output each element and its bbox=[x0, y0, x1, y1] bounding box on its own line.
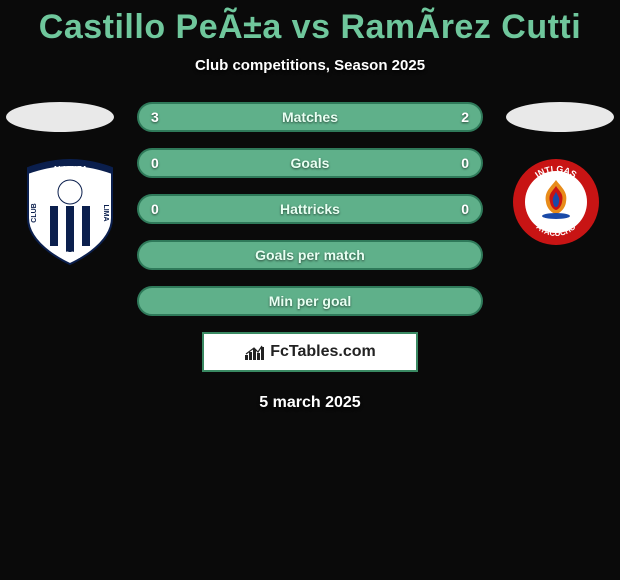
stat-right-value: 0 bbox=[461, 155, 469, 171]
stat-label: Min per goal bbox=[269, 293, 351, 309]
svg-text:CLUB: CLUB bbox=[31, 203, 38, 222]
subtitle: Club competitions, Season 2025 bbox=[0, 57, 620, 74]
svg-text:1901: 1901 bbox=[60, 250, 80, 260]
stat-label: Goals per match bbox=[255, 247, 365, 263]
intigas-badge-icon: INTI GAS AYACUCHO bbox=[512, 158, 600, 246]
bars-icon bbox=[244, 343, 266, 361]
stat-right-value: 0 bbox=[461, 201, 469, 217]
brand-text: FcTables.com bbox=[270, 343, 376, 361]
stat-bars: 3 Matches 2 0 Goals 0 0 Hattricks 0 Goal… bbox=[137, 102, 483, 316]
stat-bar-goals-per-match: Goals per match bbox=[137, 240, 483, 270]
page-title: Castillo PeÃ±a vs RamÃ­rez Cutti bbox=[0, 0, 620, 47]
stat-left-value: 3 bbox=[151, 109, 159, 125]
svg-text:ALIANZA: ALIANZA bbox=[52, 165, 87, 174]
stat-right-value: 2 bbox=[461, 109, 469, 125]
alianza-shield-icon: ALIANZA CLUB LIMA 1901 bbox=[20, 158, 120, 266]
date-text: 5 march 2025 bbox=[0, 394, 620, 412]
stat-label: Hattricks bbox=[280, 201, 340, 217]
stat-left-value: 0 bbox=[151, 201, 159, 217]
comparison-panel: ALIANZA CLUB LIMA 1901 INTI GAS AYACUCHO… bbox=[0, 102, 620, 412]
right-player-ellipse bbox=[506, 102, 614, 132]
right-team-badge: INTI GAS AYACUCHO bbox=[512, 158, 600, 246]
stat-bar-goals: 0 Goals 0 bbox=[137, 148, 483, 178]
stat-bar-hattricks: 0 Hattricks 0 bbox=[137, 194, 483, 224]
stat-bar-min-per-goal: Min per goal bbox=[137, 286, 483, 316]
brand-box[interactable]: FcTables.com bbox=[202, 332, 418, 372]
stat-left-value: 0 bbox=[151, 155, 159, 171]
stat-label: Goals bbox=[291, 155, 330, 171]
left-player-ellipse bbox=[6, 102, 114, 132]
svg-text:LIMA: LIMA bbox=[102, 204, 109, 221]
stat-bar-matches: 3 Matches 2 bbox=[137, 102, 483, 132]
stat-label: Matches bbox=[282, 109, 338, 125]
left-team-badge: ALIANZA CLUB LIMA 1901 bbox=[20, 158, 120, 266]
